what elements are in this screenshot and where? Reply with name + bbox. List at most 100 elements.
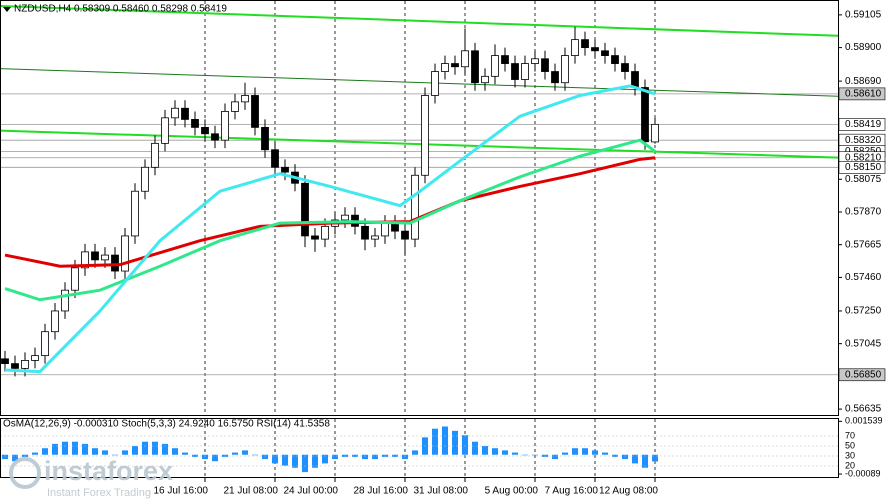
candle-body bbox=[311, 235, 319, 240]
osma-bar bbox=[32, 452, 38, 455]
osma-bar bbox=[432, 428, 438, 455]
watermark: instaforex Instant Forex Trading bbox=[9, 456, 173, 499]
price-label: 0.58210 bbox=[845, 152, 882, 163]
tagline: Instant Forex Trading bbox=[47, 487, 151, 499]
y-tick-label: 0.58075 bbox=[845, 174, 882, 185]
osma-bar bbox=[292, 454, 298, 468]
price-label: 0.58419 bbox=[845, 119, 882, 130]
osma-bar bbox=[332, 454, 338, 460]
osma-bar bbox=[312, 454, 318, 468]
candle-body bbox=[151, 142, 159, 168]
osma-bar bbox=[2, 454, 8, 460]
candle-body bbox=[271, 149, 279, 168]
osma-bar bbox=[562, 452, 568, 455]
price-label-box bbox=[838, 118, 886, 131]
candle-body bbox=[641, 87, 649, 143]
osma-bar bbox=[182, 452, 188, 455]
trendline bbox=[0, 4, 839, 37]
osma-bar bbox=[602, 452, 608, 455]
candle-body bbox=[541, 58, 549, 72]
osma-bar bbox=[502, 450, 508, 455]
candle-body bbox=[141, 166, 149, 192]
indicator-pane bbox=[0, 426, 838, 473]
moving-average bbox=[4, 84, 656, 374]
osma-bar bbox=[12, 454, 18, 462]
candle-body bbox=[91, 251, 99, 261]
osma-bar bbox=[302, 454, 308, 473]
price-label: 0.56850 bbox=[845, 369, 882, 380]
indicator-title: OsMA(12,26,9) -0.000310 Stoch(5,3,3) 24.… bbox=[3, 419, 330, 430]
candle-body bbox=[261, 127, 269, 151]
osma-bar bbox=[442, 426, 448, 455]
candle-body bbox=[11, 363, 19, 369]
osma-bar bbox=[142, 441, 148, 455]
candle-body bbox=[401, 230, 409, 240]
osma-bar bbox=[412, 450, 418, 455]
candle-body bbox=[31, 355, 39, 361]
osma-bar bbox=[512, 452, 518, 455]
osma-bar bbox=[482, 446, 488, 455]
osma-bar bbox=[132, 446, 138, 455]
osma-bar bbox=[272, 454, 278, 464]
candle-body bbox=[621, 63, 629, 72]
price-label: 0.58320 bbox=[845, 135, 882, 146]
candle-body bbox=[361, 225, 369, 240]
logo-mark bbox=[9, 457, 41, 489]
x-tick-label: 16 Jul 16:00 bbox=[154, 486, 209, 497]
y-tick-label: 0.57250 bbox=[845, 306, 882, 317]
candle-body bbox=[121, 235, 129, 272]
price-label: 0.58150 bbox=[845, 162, 882, 173]
main-frame bbox=[0, 0, 839, 416]
level-label: 50 bbox=[845, 440, 855, 450]
y-tick-label: 0.57045 bbox=[845, 338, 882, 349]
osma-bar bbox=[82, 443, 88, 455]
candle-body bbox=[511, 63, 519, 80]
osma-bar bbox=[652, 454, 658, 462]
candle-body bbox=[551, 71, 559, 84]
osma-bar bbox=[392, 454, 398, 457]
candle-body bbox=[101, 254, 109, 261]
osma-bar bbox=[492, 448, 498, 455]
osma-bar bbox=[122, 450, 128, 455]
candle-body bbox=[571, 39, 579, 56]
candle-body bbox=[451, 63, 459, 68]
moving-average bbox=[4, 138, 656, 302]
trendline bbox=[0, 68, 839, 97]
price-label: 0.58610 bbox=[845, 89, 882, 100]
y-tick-label: 0.57665 bbox=[845, 239, 882, 250]
candle-body bbox=[421, 95, 429, 176]
x-tick-label: 12 Aug 08:00 bbox=[599, 486, 658, 497]
candle-body bbox=[321, 225, 329, 240]
candle-body bbox=[81, 251, 89, 269]
osma-bar bbox=[582, 448, 588, 455]
indicator-frame bbox=[0, 418, 839, 478]
candle-body bbox=[161, 117, 169, 144]
candle-body bbox=[231, 101, 239, 112]
level-label: 20 bbox=[845, 460, 855, 470]
osma-bar bbox=[572, 448, 578, 455]
osma-bar bbox=[62, 441, 68, 455]
osma-bar bbox=[532, 454, 538, 456]
candle-body bbox=[371, 235, 379, 240]
candle-body bbox=[61, 289, 69, 312]
x-tick-label: 7 Aug 16:00 bbox=[545, 486, 599, 497]
indicator-tick-label: -0.00089 bbox=[845, 468, 881, 478]
candle-body bbox=[71, 267, 79, 291]
candle-body bbox=[491, 55, 499, 77]
candle-body bbox=[21, 360, 29, 369]
candle-body bbox=[221, 111, 229, 141]
candle-body bbox=[441, 63, 449, 72]
osma-bar bbox=[282, 454, 288, 466]
trendline bbox=[0, 129, 839, 159]
y-tick-label: 0.58690 bbox=[845, 76, 882, 87]
osma-bar bbox=[612, 454, 618, 457]
osma-bar bbox=[622, 454, 628, 460]
y-tick-label: 0.57870 bbox=[845, 207, 882, 218]
osma-bar bbox=[212, 454, 218, 462]
candle-body bbox=[581, 39, 589, 49]
osma-bar bbox=[42, 448, 48, 455]
osma-bar bbox=[522, 454, 528, 456]
osma-bar bbox=[172, 448, 178, 455]
candle-body bbox=[41, 331, 49, 357]
price-label-box bbox=[838, 161, 886, 174]
